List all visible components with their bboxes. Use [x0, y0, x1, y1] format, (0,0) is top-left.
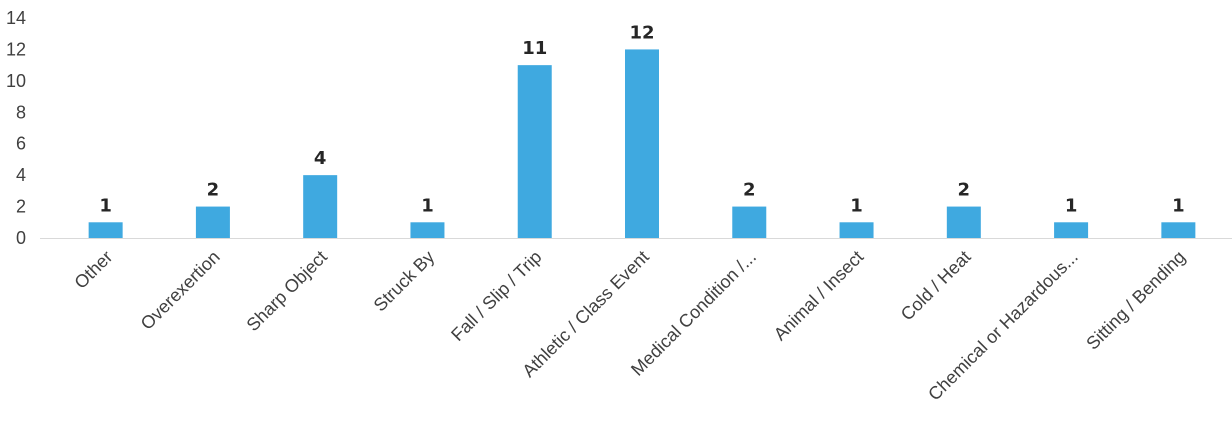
- bar: [946, 206, 981, 238]
- x-axis-ticks: Other Overexertion Sharp Object Struck By Fa…: [70, 247, 1189, 405]
- y-tick-label: 2: [16, 197, 26, 217]
- x-tick-label: Sharp Object: [243, 247, 331, 335]
- y-tick-label: 8: [16, 102, 26, 122]
- bar-value-label: 4: [314, 148, 327, 169]
- y-tick-label: 4: [16, 165, 26, 185]
- bar-value-label: 1: [99, 195, 112, 216]
- x-tick-label: Animal / Insect: [770, 247, 868, 345]
- x-tick-label: Fall / Slip / Trip: [447, 247, 545, 345]
- bar-value-label: 1: [1172, 195, 1185, 216]
- bar-value-label: 1: [421, 195, 434, 216]
- bar: [732, 206, 767, 238]
- x-tick-label: Medical Condition /...: [627, 247, 760, 380]
- y-tick-label: 12: [6, 39, 26, 59]
- y-tick-label: 0: [16, 228, 26, 248]
- x-tick-label: Cold / Heat: [897, 247, 975, 325]
- y-tick-label: 10: [6, 71, 26, 91]
- bar: [303, 175, 338, 238]
- bar: [625, 49, 659, 238]
- bar: [410, 222, 445, 238]
- bar-value-label: 11: [522, 38, 547, 59]
- x-tick-label: Other: [70, 247, 116, 293]
- y-tick-label: 6: [16, 134, 26, 154]
- bar: [88, 222, 123, 238]
- bar: [1054, 222, 1089, 238]
- x-tick-label: Overexertion: [137, 247, 224, 334]
- bar-value-label: 12: [629, 22, 654, 43]
- y-tick-label: 14: [6, 8, 26, 28]
- x-tick-label: Struck By: [370, 247, 439, 316]
- bar-value-label: 2: [207, 180, 220, 201]
- bar: [1161, 222, 1196, 238]
- bar-value-label: 1: [850, 195, 863, 216]
- bar-value-label: 1: [1065, 195, 1078, 216]
- bars-group: [88, 49, 1196, 239]
- bar-value-label: 2: [958, 180, 971, 201]
- bar-value-label: 2: [743, 180, 756, 201]
- x-tick-label: Sitting / Bending: [1082, 247, 1189, 354]
- bar: [839, 222, 874, 238]
- bar: [195, 206, 230, 238]
- y-axis-ticks: 0 2 4 6 8 10 12 14: [6, 8, 26, 248]
- bar: [517, 65, 552, 239]
